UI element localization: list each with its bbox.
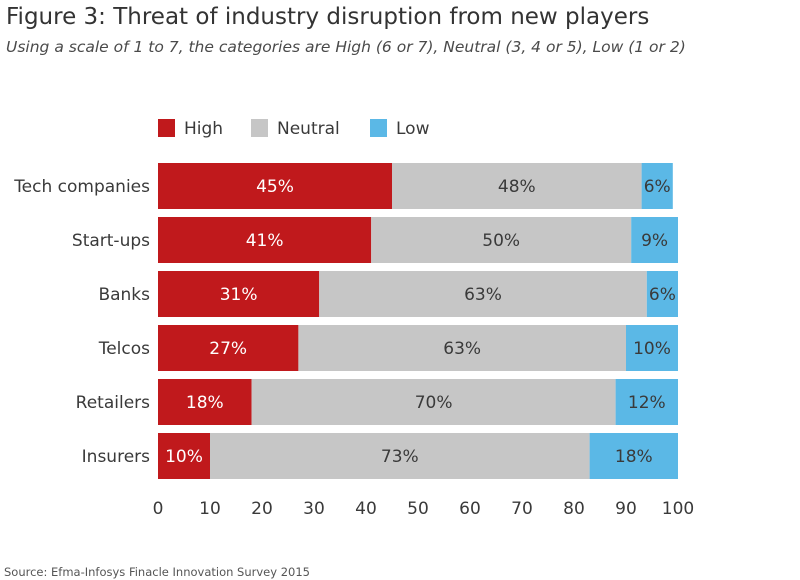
bar-low-insurers (589, 433, 678, 479)
category-label-banks: Banks (98, 285, 150, 305)
x-tick-label-70: 70 (511, 499, 533, 519)
data-label-low-retailers: 12% (628, 393, 666, 413)
data-label-neutral-banks: 63% (464, 285, 502, 305)
x-tick-label-60: 60 (459, 499, 481, 519)
x-tick-label-100: 100 (662, 499, 694, 519)
data-label-low-telcos: 10% (633, 339, 671, 359)
data-label-low-banks: 6% (649, 285, 676, 305)
x-tick-label-20: 20 (251, 499, 273, 519)
bar-high-insurers (158, 433, 210, 479)
data-label-neutral-insurers: 73% (381, 447, 419, 467)
bar-neutral-telcos (298, 325, 626, 371)
legend-label-high: High (184, 119, 223, 139)
data-label-low-insurers: 18% (615, 447, 653, 467)
chart-title: Figure 3: Threat of industry disruption … (6, 4, 650, 30)
bar-high-start-ups (158, 217, 372, 263)
legend-swatch-low (370, 119, 387, 137)
data-label-neutral-retailers: 70% (415, 393, 453, 413)
data-label-high-tech-companies: 45% (256, 177, 294, 197)
data-label-neutral-tech-companies: 48% (498, 177, 536, 197)
data-label-low-start-ups: 9% (641, 231, 668, 251)
x-tick-label-0: 0 (153, 499, 164, 519)
x-tick-label-40: 40 (355, 499, 377, 519)
data-label-low-tech-companies: 6% (644, 177, 671, 197)
data-label-high-insurers: 10% (165, 447, 203, 467)
data-label-high-retailers: 18% (186, 393, 224, 413)
legend-swatch-high (158, 119, 175, 137)
category-label-start-ups: Start-ups (72, 231, 150, 251)
data-label-neutral-start-ups: 50% (482, 231, 520, 251)
bar-high-retailers (158, 379, 252, 425)
data-label-high-banks: 31% (220, 285, 258, 305)
bar-low-start-ups (631, 217, 678, 263)
category-label-insurers: Insurers (82, 447, 150, 467)
legend-label-neutral: Neutral (277, 119, 340, 139)
bar-neutral-tech-companies (392, 163, 642, 209)
bar-low-tech-companies (641, 163, 673, 209)
x-tick-label-30: 30 (303, 499, 325, 519)
data-label-high-start-ups: 41% (246, 231, 284, 251)
legend-label-low: Low (396, 119, 430, 139)
bar-high-banks (158, 271, 320, 317)
source-note: Source: Efma-Infosys Finacle Innovation … (4, 565, 310, 579)
bar-neutral-insurers (210, 433, 590, 479)
category-label-tech-companies: Tech companies (13, 177, 150, 197)
x-tick-label-90: 90 (615, 499, 637, 519)
bar-low-telcos (626, 325, 678, 371)
data-label-high-telcos: 27% (209, 339, 247, 359)
x-tick-label-10: 10 (199, 499, 221, 519)
data-label-neutral-telcos: 63% (443, 339, 481, 359)
x-tick-label-80: 80 (563, 499, 585, 519)
bar-neutral-retailers (251, 379, 616, 425)
x-tick-label-50: 50 (407, 499, 429, 519)
bar-neutral-banks (319, 271, 647, 317)
legend-swatch-neutral (251, 119, 268, 137)
bar-low-banks (646, 271, 678, 317)
bar-low-retailers (615, 379, 678, 425)
category-label-telcos: Telcos (98, 339, 150, 359)
chart-subtitle: Using a scale of 1 to 7, the categories … (6, 38, 686, 56)
bar-high-telcos (158, 325, 299, 371)
bar-high-tech-companies (158, 163, 392, 209)
category-label-retailers: Retailers (76, 393, 150, 413)
bar-neutral-start-ups (371, 217, 632, 263)
